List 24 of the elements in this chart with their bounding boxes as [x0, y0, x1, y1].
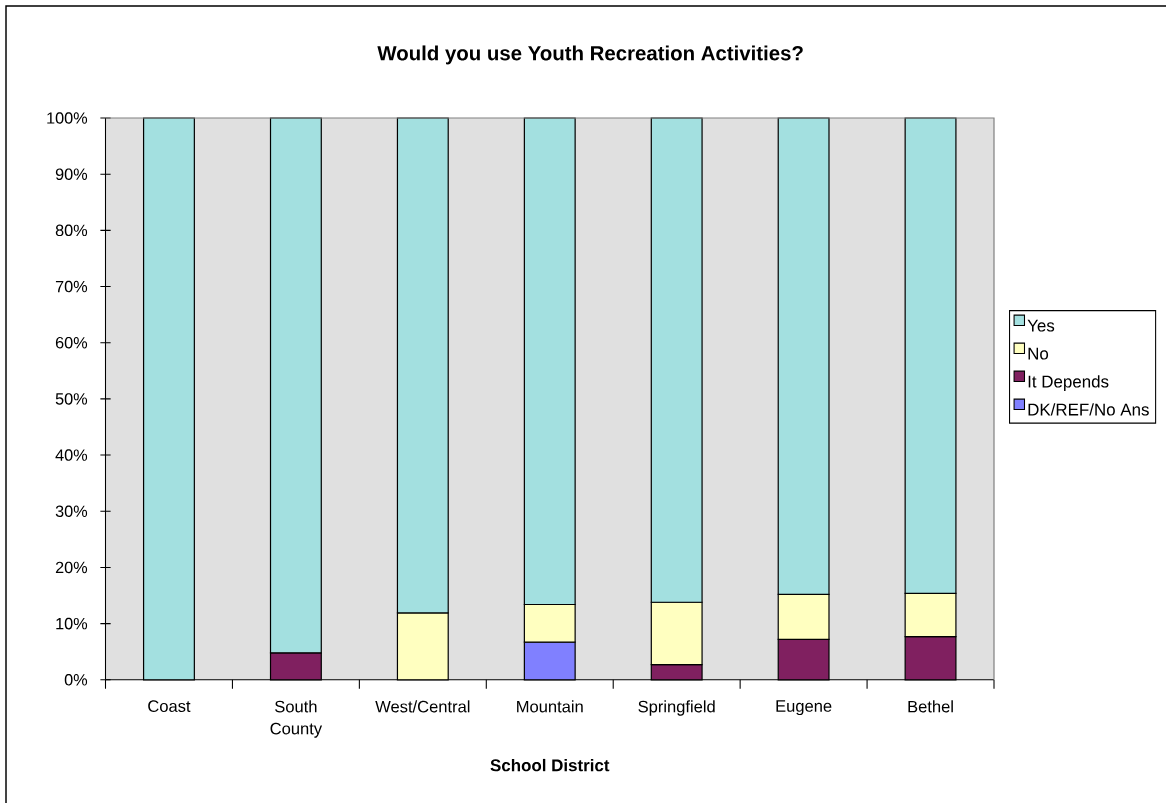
- y-tick-label: 80%: [55, 224, 88, 237]
- x-tick-label: Springfield: [638, 700, 715, 716]
- y-tick-label: 10%: [56, 617, 88, 630]
- y-tick-label: 20%: [55, 561, 88, 574]
- y-tick-label: 0%: [64, 674, 88, 686]
- legend-label: Yes: [1027, 319, 1055, 332]
- x-tick-label: Eugene: [776, 700, 832, 716]
- legend-label: It Depends: [1028, 375, 1109, 391]
- chart-title: Would you use Youth Recreation Activities?: [377, 45, 803, 65]
- legend-label: DK/REF/No Ans: [1028, 403, 1149, 416]
- y-tick-label: 60%: [55, 336, 88, 349]
- x-tick-label: South County: [270, 700, 323, 738]
- y-tick-label: 50%: [55, 393, 88, 405]
- y-tick-label: 30%: [55, 505, 88, 518]
- x-tick-label: West/Central: [375, 700, 470, 713]
- y-tick-label: 40%: [55, 449, 88, 461]
- y-tick-label: 70%: [55, 280, 88, 293]
- x-axis-title: School District: [490, 758, 610, 772]
- y-tick-label: 90%: [55, 168, 88, 180]
- x-tick-label: Mountain: [517, 700, 583, 713]
- legend-label: No: [1028, 347, 1049, 360]
- x-tick-label: Bethel: [908, 700, 953, 713]
- x-tick-label: Coast: [148, 700, 191, 713]
- y-tick-label: 100%: [47, 112, 88, 124]
